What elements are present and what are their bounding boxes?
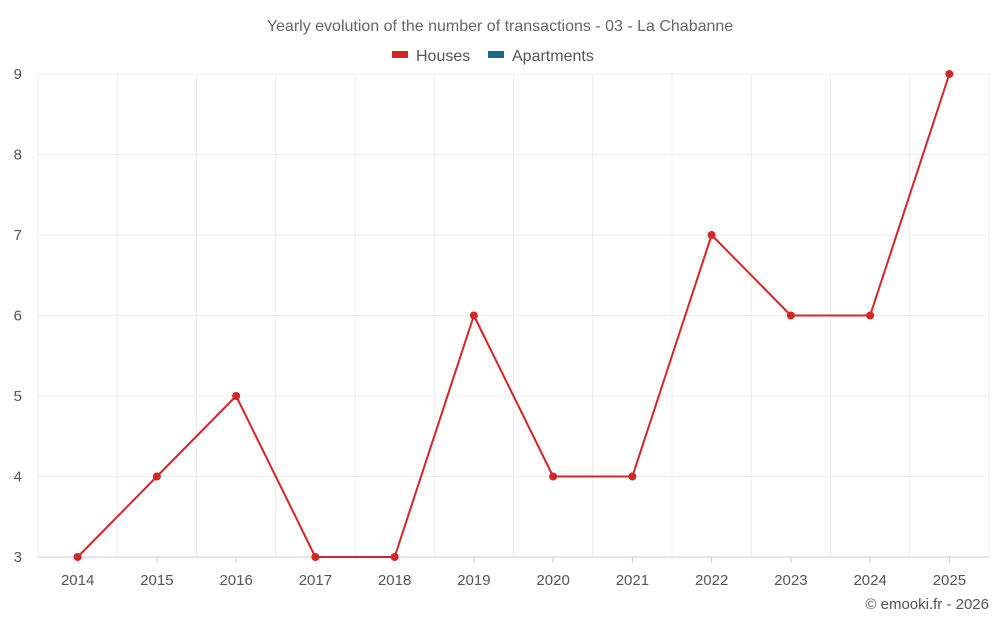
x-tick-label-2016: 2016: [219, 572, 252, 589]
y-tick-label-4: 4: [14, 469, 22, 486]
y-tick-label-3: 3: [14, 549, 22, 566]
legend-label-apartments: Apartments: [512, 48, 594, 65]
x-tick-label-2020: 2020: [536, 572, 569, 589]
series: [73, 70, 954, 561]
data-point-houses-2015[interactable]: [152, 472, 161, 481]
data-point-houses-2020[interactable]: [549, 472, 558, 481]
data-point-houses-2018[interactable]: [390, 553, 399, 561]
x-tick-label-2024: 2024: [853, 572, 886, 589]
data-point-houses-2025[interactable]: [945, 70, 954, 78]
series-line-houses: [76, 73, 951, 558]
y-tick-label-5: 5: [14, 388, 22, 405]
data-point-houses-2024[interactable]: [866, 311, 875, 320]
y-tick-label-9: 9: [14, 66, 22, 83]
axes: 3 4 5 6 7 8 9 2014 2015 2016 2017 2018 2019 2020 2021 2…: [14, 66, 989, 589]
x-tick-label-2025: 2025: [933, 572, 966, 589]
data-point-houses-2023[interactable]: [786, 311, 795, 320]
legend-swatch-houses: [392, 51, 408, 58]
data-point-houses-2017[interactable]: [311, 553, 320, 561]
x-tick-label-2021: 2021: [616, 572, 649, 589]
legend-item-houses[interactable]: Houses: [392, 48, 470, 65]
data-point-houses-2014[interactable]: [73, 553, 82, 561]
legend-swatch-apartments: [488, 51, 504, 58]
data-point-houses-2021[interactable]: [628, 472, 637, 481]
x-tick-label-2017: 2017: [299, 572, 332, 589]
x-tick-label-2023: 2023: [774, 572, 807, 589]
x-tick-label-2018: 2018: [378, 572, 411, 589]
y-tick-label-8: 8: [14, 147, 22, 164]
y-tick-label-6: 6: [14, 308, 22, 325]
y-tick-label-7: 7: [14, 227, 22, 244]
x-tick-label-2019: 2019: [457, 572, 490, 589]
data-point-houses-2022[interactable]: [707, 231, 716, 239]
legend-item-apartments[interactable]: Apartments: [488, 48, 594, 65]
x-tick-label-2015: 2015: [140, 572, 173, 589]
data-point-houses-2019[interactable]: [469, 311, 478, 320]
x-tick-label-2022: 2022: [695, 572, 728, 589]
data-point-houses-2016[interactable]: [232, 392, 241, 400]
chart-title: Yearly evolution of the number of transa…: [267, 18, 733, 35]
legend-label-houses: Houses: [416, 48, 470, 65]
x-tick-label-2014: 2014: [61, 572, 94, 589]
legend: Houses Apartments: [392, 48, 594, 65]
credit-text: © emooki.fr - 2026: [865, 596, 989, 613]
